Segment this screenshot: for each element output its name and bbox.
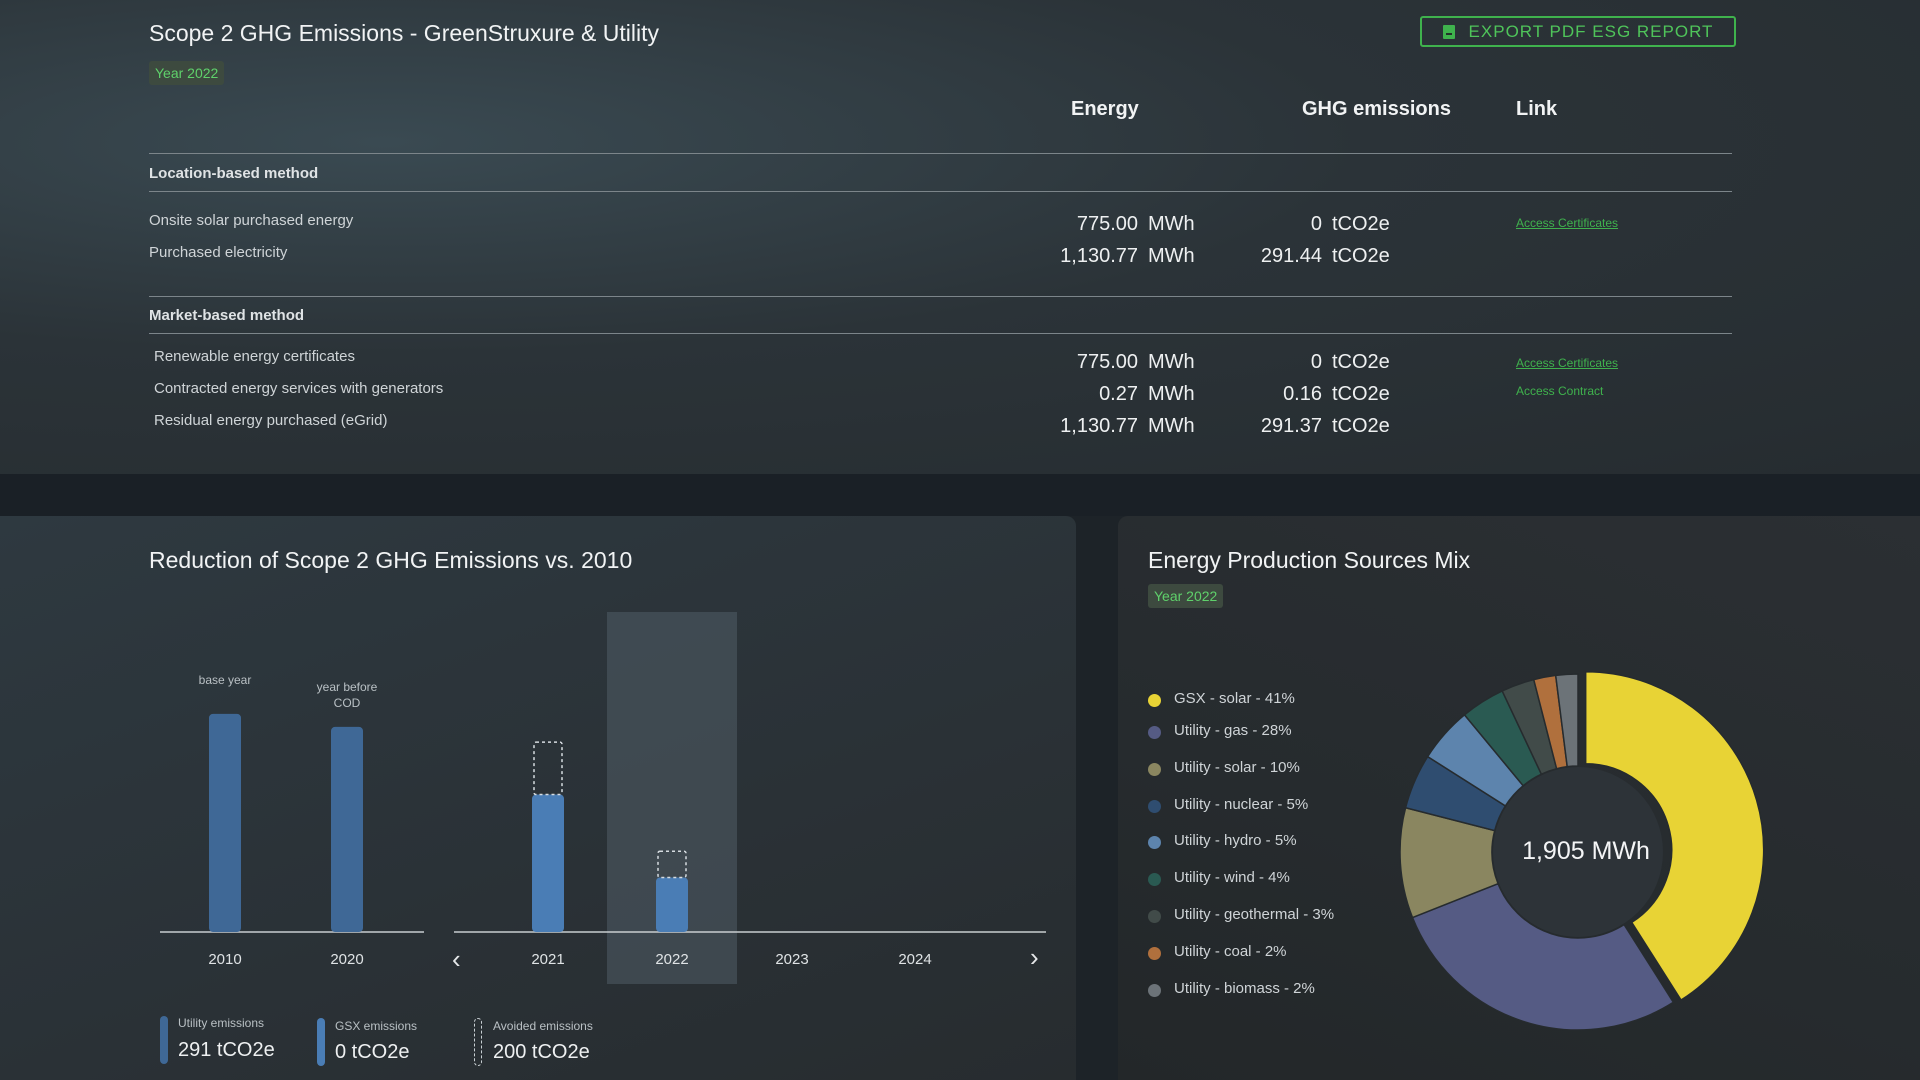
legend-title: Avoided emissions	[493, 1019, 593, 1033]
year-badge: Year 2022	[1148, 584, 1224, 608]
donut-hole	[1493, 767, 1663, 937]
energy-unit: MWh	[1148, 383, 1195, 405]
gsx-emissions-swatch	[317, 1018, 325, 1066]
location-method-label: Location-based method	[149, 165, 319, 182]
access-certificates-link[interactable]: Access Certificates	[1516, 356, 1619, 370]
legend-dot	[1148, 984, 1161, 997]
page-title: Scope 2 GHG Emissions - GreenStruxure & …	[149, 20, 659, 46]
legend-title: Utility emissions	[178, 1016, 265, 1030]
access-contract-link[interactable]: Access Contract	[1516, 384, 1604, 398]
pdf-icon	[1442, 24, 1455, 39]
avoided-emissions-swatch	[474, 1018, 482, 1066]
ghg-value: 0	[1310, 213, 1322, 235]
reduction-bar-chart: 2010 2020 2021 2022 2023 2024 base year year be…	[160, 612, 1046, 984]
bar-utility-2010	[209, 713, 241, 932]
energy-mix-title: Energy Production Sources Mix	[1148, 547, 1471, 573]
legend-value: 200 tCO2e	[493, 1041, 590, 1063]
ghg-value: 0.16	[1283, 383, 1322, 405]
ghg-unit: tCO2e	[1332, 245, 1390, 267]
table-row-label: Onsite solar purchased energy	[149, 212, 354, 229]
legend-label: Utility - gas - 28%	[1174, 722, 1292, 739]
reduction-panel-title: Reduction of Scope 2 GHG Emissions vs. 2…	[149, 547, 633, 573]
table-row-label: Residual energy purchased (eGrid)	[154, 412, 388, 429]
donut-slice-9	[1554, 673, 1579, 768]
summary-section	[0, 0, 1920, 474]
bar-utility-2020	[331, 726, 363, 932]
bar-avoided-2021	[533, 741, 563, 796]
year-badge: Year 2022	[149, 61, 225, 85]
donut-slice-1	[1584, 671, 1765, 1002]
ghg-unit: tCO2e	[1332, 415, 1390, 437]
bar-avoided-2022	[657, 850, 687, 879]
bar-utility-2022	[656, 877, 688, 932]
bar-utility-2021	[532, 794, 564, 932]
legend-label: Utility - solar - 10%	[1174, 759, 1300, 776]
legend-dot	[1148, 910, 1161, 923]
energy-unit: MWh	[1148, 415, 1195, 437]
legend-label: Utility - hydro - 5%	[1174, 832, 1297, 849]
table-divider	[149, 296, 1732, 297]
ghg-unit: tCO2e	[1332, 383, 1390, 405]
energy-value: 775.00	[1076, 213, 1138, 235]
column-header-ghg: GHG emissions	[1302, 98, 1451, 120]
legend-dot	[1148, 763, 1161, 776]
utility-emissions-swatch	[160, 1016, 168, 1064]
legend-title: GSX emissions	[335, 1019, 418, 1033]
energy-value: 775.00	[1076, 351, 1138, 373]
energy-value: 1,130.77	[1060, 415, 1138, 437]
legend-label: Utility - coal - 2%	[1174, 943, 1287, 960]
donut-slice-2	[1411, 882, 1675, 1031]
table-row-label: Renewable energy certificates	[154, 348, 355, 365]
legend-label: GSX - solar - 41%	[1174, 690, 1295, 707]
energy-unit: MWh	[1148, 213, 1195, 235]
legend-label: Utility - wind - 4%	[1174, 869, 1290, 886]
table-divider	[149, 333, 1732, 334]
table-divider	[149, 191, 1732, 192]
ghg-unit: tCO2e	[1332, 213, 1390, 235]
chevron-left-icon[interactable]: ‹	[452, 944, 461, 974]
ghg-value: 0	[1310, 351, 1322, 373]
tick-label-2023: 2023	[775, 951, 808, 968]
table-divider	[149, 153, 1732, 154]
ghg-value: 291.37	[1260, 415, 1322, 437]
donut-center-label: 1,905 MWh	[1522, 837, 1650, 865]
tick-label-2010: 2010	[208, 951, 241, 968]
column-header-energy: Energy	[1071, 98, 1139, 120]
energy-value: 1,130.77	[1060, 245, 1138, 267]
access-certificates-link[interactable]: Access Certificates	[1516, 216, 1619, 230]
ghg-value: 291.44	[1260, 245, 1322, 267]
column-header-link: Link	[1516, 98, 1558, 120]
section-divider	[0, 474, 1920, 516]
energy-value: 0.27	[1099, 383, 1138, 405]
legend-dot	[1148, 726, 1161, 739]
table-row-label: Contracted energy services with generato…	[154, 380, 444, 397]
legend-value: 0 tCO2e	[335, 1041, 410, 1063]
table-row-label: Purchased electricity	[149, 244, 288, 261]
legend-label: Utility - geothermal - 3%	[1174, 906, 1335, 923]
legend-dot	[1148, 836, 1161, 849]
legend-dot	[1148, 694, 1161, 707]
chevron-right-icon[interactable]: ›	[1030, 942, 1039, 972]
tick-label-2022: 2022	[655, 951, 688, 968]
tick-label-2024: 2024	[898, 951, 931, 968]
legend-label: Utility - biomass - 2%	[1174, 980, 1315, 997]
tick-label-2020: 2020	[330, 951, 363, 968]
energy-unit: MWh	[1148, 245, 1195, 267]
market-method-label: Market-based method	[149, 307, 305, 324]
tick-label-2021: 2021	[531, 951, 564, 968]
legend-dot	[1148, 873, 1161, 886]
legend-dot	[1148, 947, 1161, 960]
legend-value: 291 tCO2e	[178, 1039, 275, 1061]
annotation-year-before-cod: year before COD	[317, 680, 378, 710]
export-pdf-button[interactable]: EXPORT PDF ESG REPORT	[1420, 16, 1736, 47]
annotation-base-year: base year	[199, 673, 252, 687]
legend-dot	[1148, 800, 1161, 813]
ghg-unit: tCO2e	[1332, 351, 1390, 373]
legend-label: Utility - nuclear - 5%	[1174, 796, 1309, 813]
energy-unit: MWh	[1148, 351, 1195, 373]
export-pdf-label: EXPORT PDF ESG REPORT	[1468, 21, 1714, 41]
